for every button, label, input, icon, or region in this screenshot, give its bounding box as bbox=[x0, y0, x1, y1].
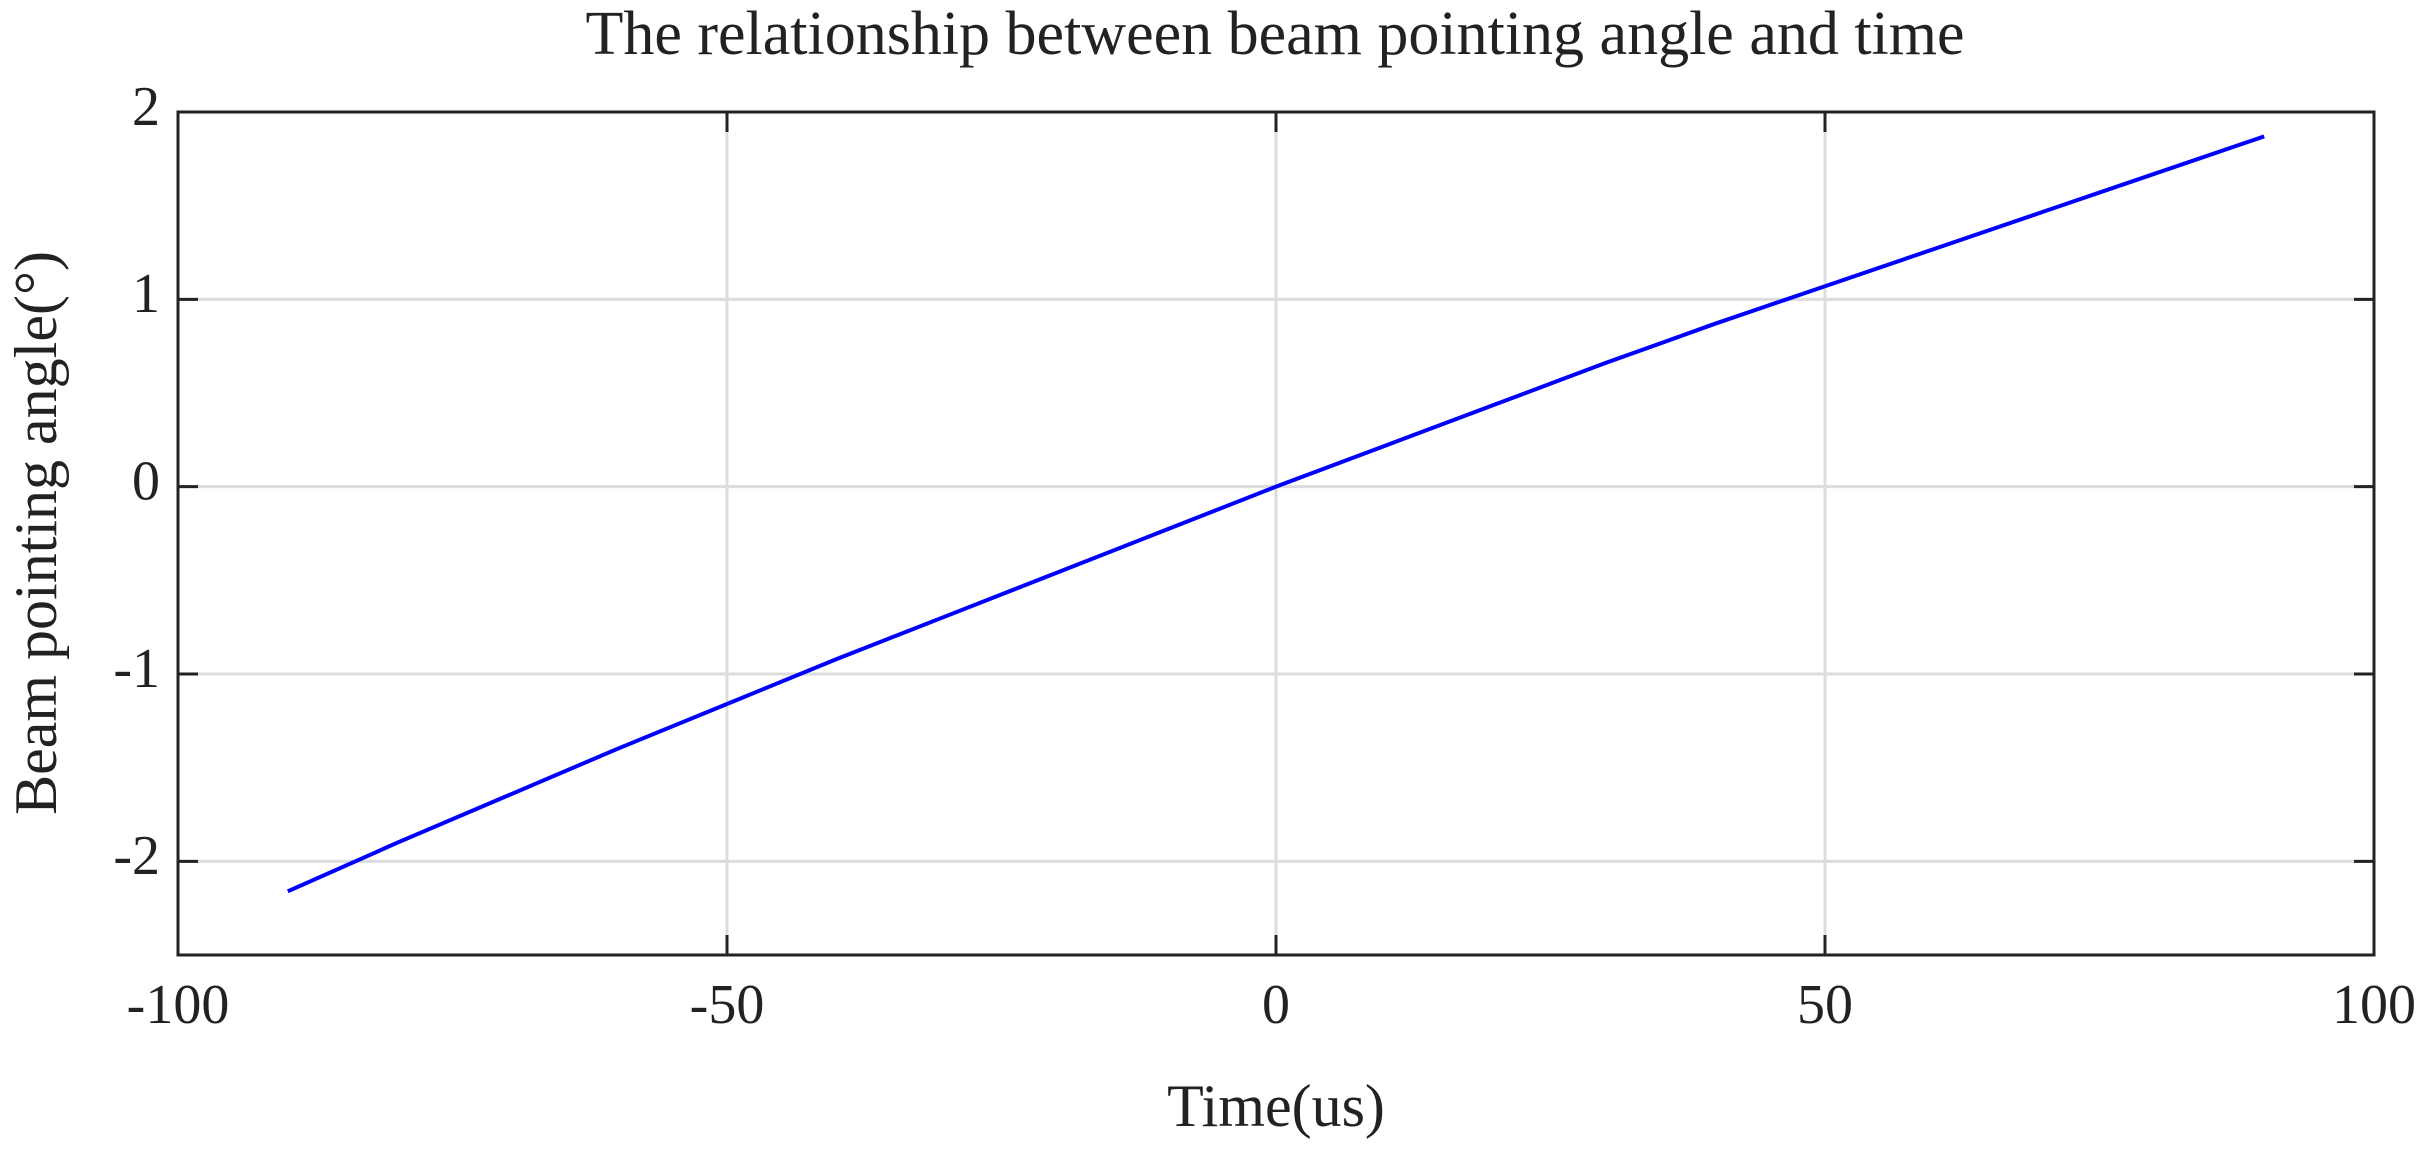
data-line bbox=[286, 134, 2265, 894]
x-axis-label: Time(us) bbox=[1167, 1073, 1385, 1139]
x-tick-label: -50 bbox=[690, 974, 765, 1036]
y-tick-label: -2 bbox=[113, 825, 160, 887]
x-tick-label: -100 bbox=[127, 974, 230, 1036]
y-tick-label: 1 bbox=[132, 263, 160, 325]
plot-frame bbox=[176, 110, 2376, 957]
x-tick-label: 50 bbox=[1797, 974, 1853, 1036]
x-tick-label: 0 bbox=[1262, 974, 1290, 1036]
y-axis-label: Beam pointing angle(°) bbox=[3, 251, 69, 815]
x-tick-label: 100 bbox=[2332, 974, 2416, 1036]
y-tick-label: -1 bbox=[113, 638, 160, 700]
y-tick-label: 0 bbox=[132, 451, 160, 513]
chart-title: The relationship between beam pointing a… bbox=[585, 0, 1964, 68]
y-tick-label: 2 bbox=[132, 76, 160, 138]
